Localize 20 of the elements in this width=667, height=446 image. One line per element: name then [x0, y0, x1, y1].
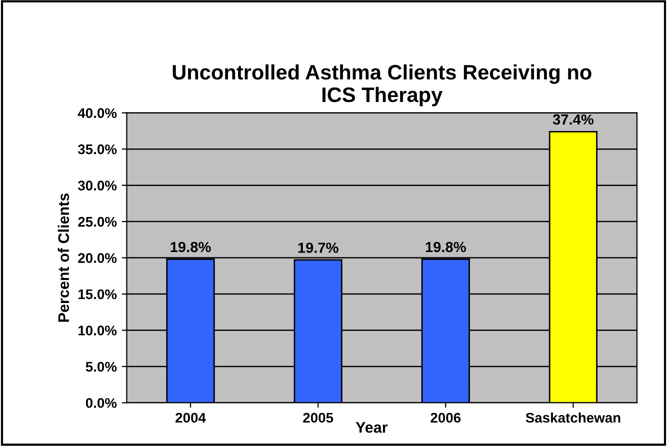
- data-label: 19.8%: [170, 242, 211, 252]
- y-tick-label: 35.0%: [78, 144, 117, 154]
- y-tick-label: 5.0%: [86, 362, 117, 372]
- data-label: 19.7%: [298, 242, 338, 253]
- y-tick-label: 15.0%: [78, 289, 117, 300]
- y-tick-label: 30.0%: [78, 180, 117, 190]
- x-tick-label: 2006: [430, 412, 461, 423]
- y-tick-label: 20.0%: [78, 253, 117, 263]
- y-tick-label: 10.0%: [78, 326, 117, 336]
- y-tick-label: 40.0%: [78, 108, 117, 118]
- y-tick-label: 0.0%: [86, 398, 117, 408]
- x-axis-title: Year: [356, 422, 388, 433]
- chart-title: Uncontrolled Asthma Clients Receiving no ICS Therapy: [172, 64, 592, 106]
- x-tick-label: 2005: [303, 412, 334, 423]
- x-tick-label: 2004: [176, 412, 206, 423]
- y-axis-title: Percent of Clients: [58, 193, 70, 322]
- x-tick-label: Saskatchewan: [526, 412, 620, 423]
- data-label: 37.4%: [552, 114, 594, 125]
- data-label: 19.8%: [426, 242, 466, 252]
- y-tick-label: 25.0%: [78, 216, 117, 227]
